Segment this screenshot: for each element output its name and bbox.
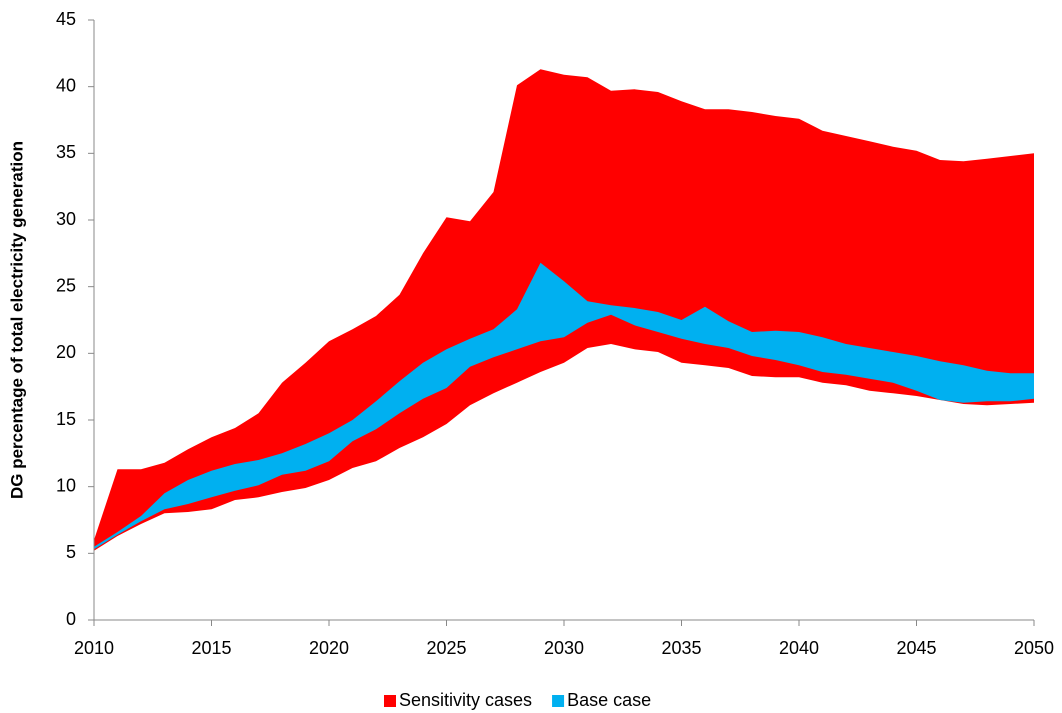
legend-swatch [384,695,396,707]
x-tick-label: 2045 [896,638,936,658]
y-tick-label: 5 [66,542,76,562]
range-area [94,262,1034,550]
y-tick-label: 15 [56,409,76,429]
x-tick-label: 2050 [1014,638,1054,658]
y-tick-label: 30 [56,209,76,229]
y-tick-label: 25 [56,275,76,295]
y-tick-label: 45 [56,9,76,29]
x-tick-label: 2040 [779,638,819,658]
x-tick-label: 2025 [426,638,466,658]
y-tick-label: 40 [56,75,76,95]
legend-label: Base case [567,690,651,710]
y-tick-label: 35 [56,142,76,162]
y-axis-label: DG percentage of total electricity gener… [7,141,26,499]
y-tick-label: 10 [56,475,76,495]
legend-swatch [552,695,565,707]
x-tick-label: 2035 [661,638,701,658]
x-tick-label: 2010 [74,638,114,658]
y-tick-label: 0 [66,609,76,629]
x-tick-label: 2020 [309,638,349,658]
y-tick-label: 20 [56,342,76,362]
legend-label: Sensitivity cases [399,690,532,710]
x-tick-label: 2015 [191,638,231,658]
x-tick-label: 2030 [544,638,584,658]
